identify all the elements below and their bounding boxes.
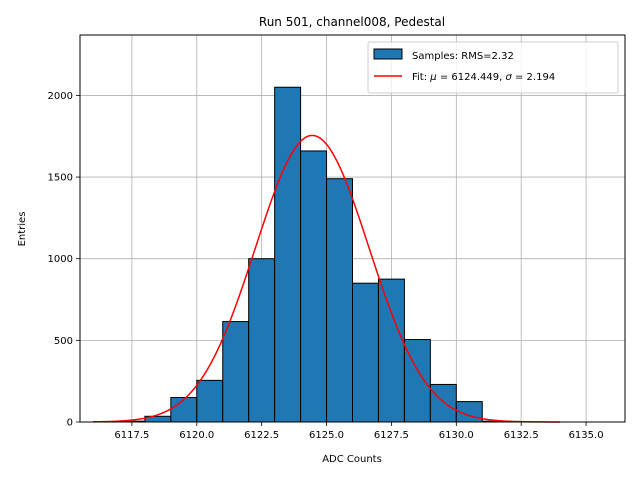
histogram-bar bbox=[377, 278, 405, 423]
chart-title: Run 501, channel008, Pedestal bbox=[259, 15, 445, 29]
x-tick-label: 6117.5 bbox=[114, 430, 149, 441]
x-tick-label: 6120.0 bbox=[179, 430, 214, 441]
x-tick-label: 6135.0 bbox=[569, 430, 604, 441]
histogram-bar bbox=[326, 178, 353, 423]
x-tick-label: 6127.5 bbox=[374, 430, 409, 441]
x-tick-label: 6122.5 bbox=[244, 430, 279, 441]
histogram-bar bbox=[248, 258, 276, 423]
x-tick-label: 6125.0 bbox=[309, 430, 344, 441]
x-tick-label: 6130.0 bbox=[439, 430, 474, 441]
legend-box bbox=[367, 41, 619, 94]
x-tick-label: 6132.5 bbox=[504, 430, 539, 441]
histogram-bar bbox=[300, 150, 328, 423]
histogram-bar bbox=[222, 321, 250, 423]
legend-label-fit: Fit: μ = 6124.449, σ = 2.194 bbox=[412, 72, 555, 83]
y-tick-label: 500 bbox=[54, 336, 73, 347]
histogram-bar bbox=[274, 86, 302, 423]
y-tick-label: 1500 bbox=[48, 173, 73, 184]
histogram-bar bbox=[196, 379, 224, 423]
histogram-bar bbox=[429, 383, 457, 423]
legend-swatch-samples bbox=[373, 48, 403, 60]
legend-label-samples: Samples: RMS=2.32 bbox=[412, 51, 514, 62]
x-axis-ticks: 6117.5 6120.0 6122.5 6125.0 6127.5 6130.0 6132… bbox=[114, 422, 604, 441]
y-tick-label: 0 bbox=[67, 418, 73, 429]
fit-curve bbox=[92, 134, 561, 423]
plot-frame bbox=[79, 34, 626, 423]
y-axis-ticks: 0 500 1000 1500 2000 bbox=[48, 91, 80, 429]
histogram-bar bbox=[352, 282, 379, 423]
fit-curve-layer bbox=[92, 134, 561, 423]
histogram-bar bbox=[170, 397, 198, 423]
y-axis-label: Entries bbox=[17, 212, 28, 247]
legend: Samples: RMS=2.32 Fit: μ = 6124.449, σ =… bbox=[367, 41, 619, 94]
y-tick-label: 1000 bbox=[48, 254, 73, 265]
y-tick-label: 2000 bbox=[48, 91, 73, 102]
histogram-bars bbox=[118, 86, 509, 423]
x-axis-label: ADC Counts bbox=[322, 454, 382, 465]
